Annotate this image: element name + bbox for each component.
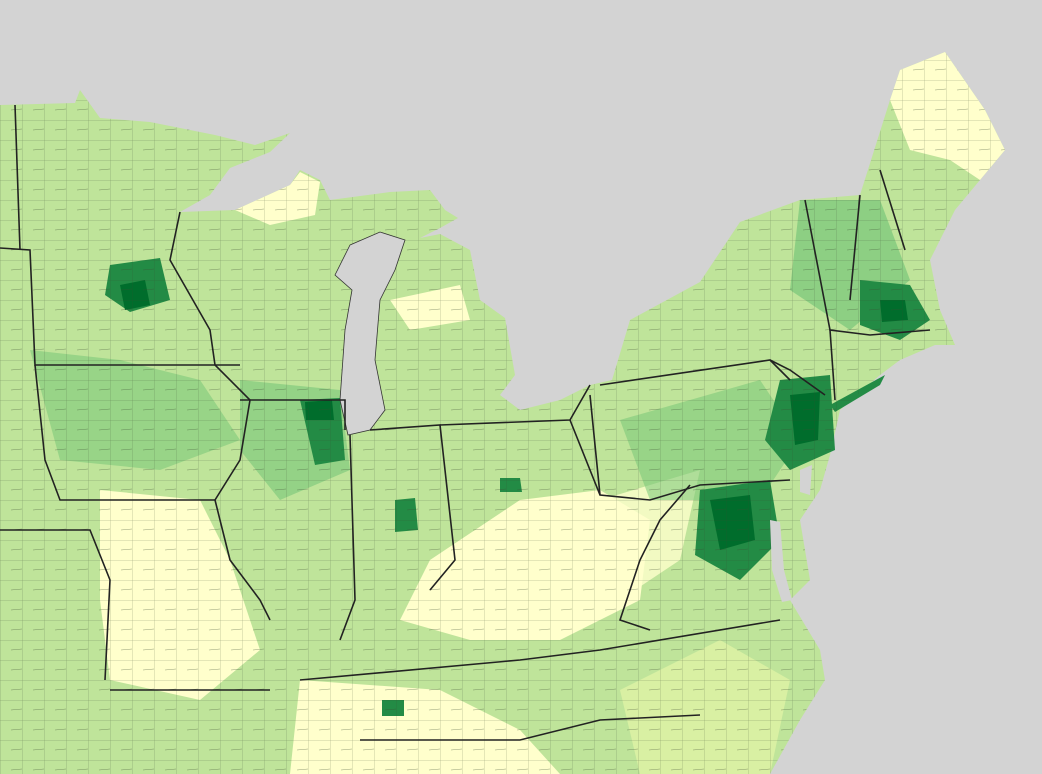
state-borders <box>0 104 931 741</box>
delaware-bay <box>800 465 812 495</box>
chesapeake-bay <box>770 520 792 602</box>
county-lines <box>0 52 1005 774</box>
lake-michigan <box>334 231 406 436</box>
